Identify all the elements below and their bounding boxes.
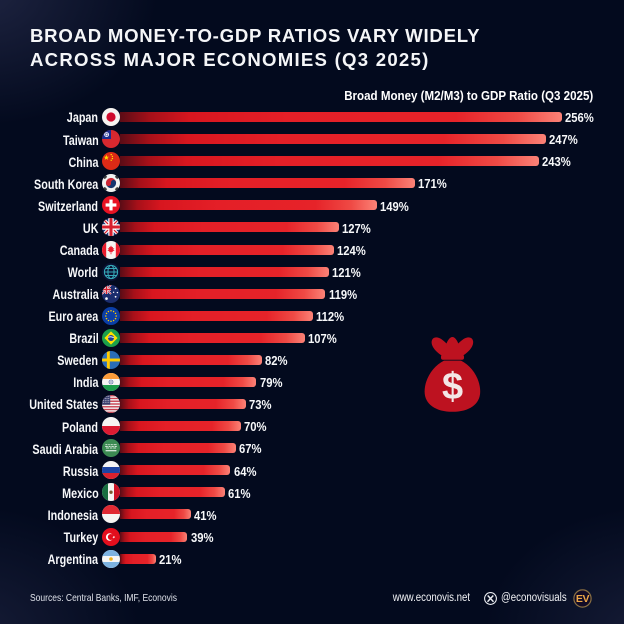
svg-text:EV: EV xyxy=(576,593,590,605)
svg-text:$: $ xyxy=(442,366,463,408)
